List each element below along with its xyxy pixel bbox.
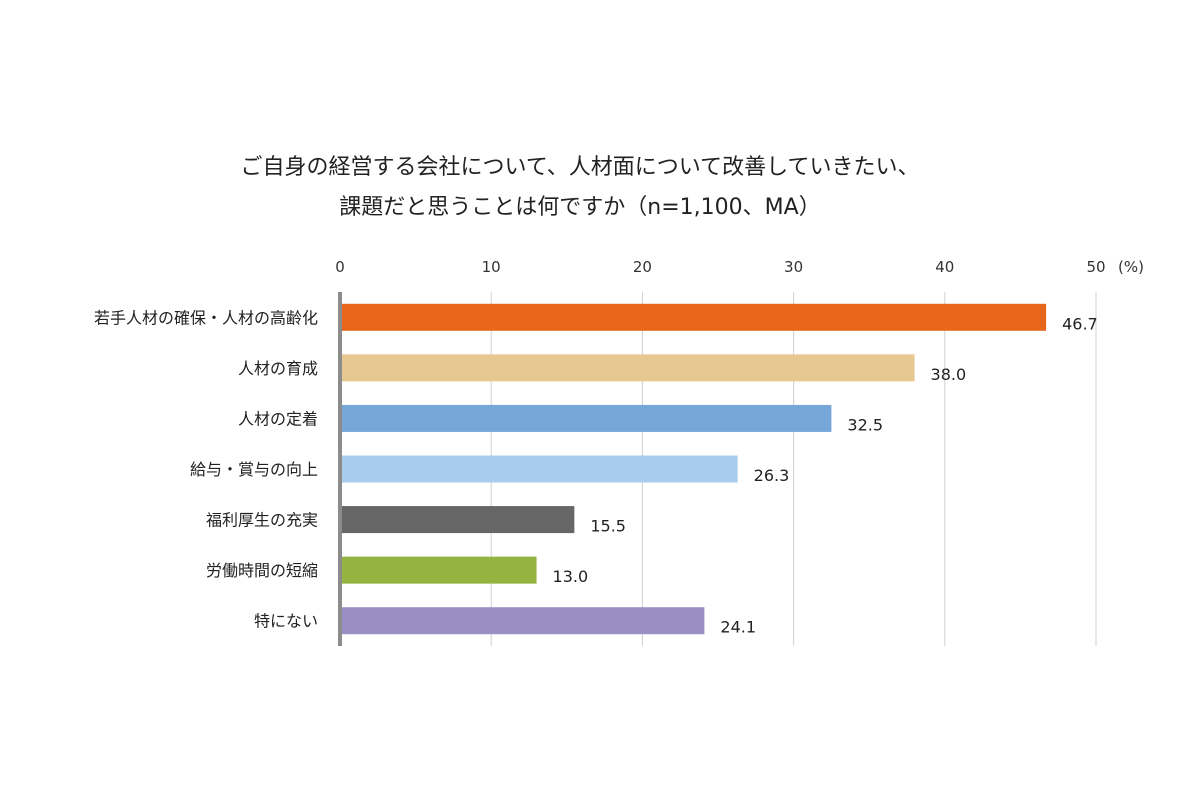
- bar-5: [340, 556, 537, 584]
- category-label-6: 特にない: [254, 612, 318, 631]
- category-label-0: 若手人材の確保・人材の高齢化: [94, 308, 318, 327]
- chart-title-line-2: 課題だと思うことは何ですか（n=1,100、MA）: [339, 195, 821, 220]
- tick-label-30: 30: [784, 258, 803, 276]
- value-label-2: 32.5: [847, 415, 883, 434]
- category-label-1: 人材の育成: [238, 359, 318, 378]
- bars: [340, 303, 1047, 635]
- value-labels: 46.7 38.0 32.5 26.3 15.5 13.0 24.1: [553, 314, 1098, 636]
- bar-6: [340, 607, 705, 635]
- axis-ticks: 0 10 20 30 40 50: [335, 258, 1105, 276]
- category-labels: 若手人材の確保・人材の高齢化人材の育成人材の定着給与・賞与の向上福利厚生の充実労…: [94, 308, 318, 630]
- category-label-3: 給与・賞与の向上: [190, 460, 318, 479]
- chart-title: ご自身の経営する会社について、人材面について改善していきたい、 課題だと思うこと…: [0, 148, 1160, 228]
- tick-label-10: 10: [482, 258, 501, 276]
- tick-label-20: 20: [633, 258, 652, 276]
- chart-title-line-1: ご自身の経営する会社について、人材面について改善していきたい、: [240, 155, 920, 180]
- bar-0: [340, 303, 1047, 331]
- category-label-2: 人材の定着: [238, 409, 318, 428]
- tick-label-0: 0: [335, 258, 345, 276]
- bar-3: [340, 455, 738, 483]
- bar-1: [340, 354, 915, 382]
- category-label-4: 福利厚生の充実: [206, 511, 318, 530]
- tick-label-50: 50: [1086, 258, 1105, 276]
- unit-label: (%): [1118, 258, 1144, 276]
- y-axis-line: [338, 292, 342, 646]
- bar-4: [340, 506, 575, 534]
- tick-label-40: 40: [935, 258, 954, 276]
- value-label-4: 15.5: [590, 517, 626, 536]
- value-label-5: 13.0: [553, 567, 589, 586]
- value-label-3: 26.3: [754, 466, 790, 485]
- value-label-0: 46.7: [1062, 314, 1098, 333]
- category-label-5: 労働時間の短縮: [206, 561, 318, 580]
- bar-2: [340, 404, 832, 432]
- value-label-1: 38.0: [931, 365, 967, 384]
- value-label-6: 24.1: [720, 618, 756, 637]
